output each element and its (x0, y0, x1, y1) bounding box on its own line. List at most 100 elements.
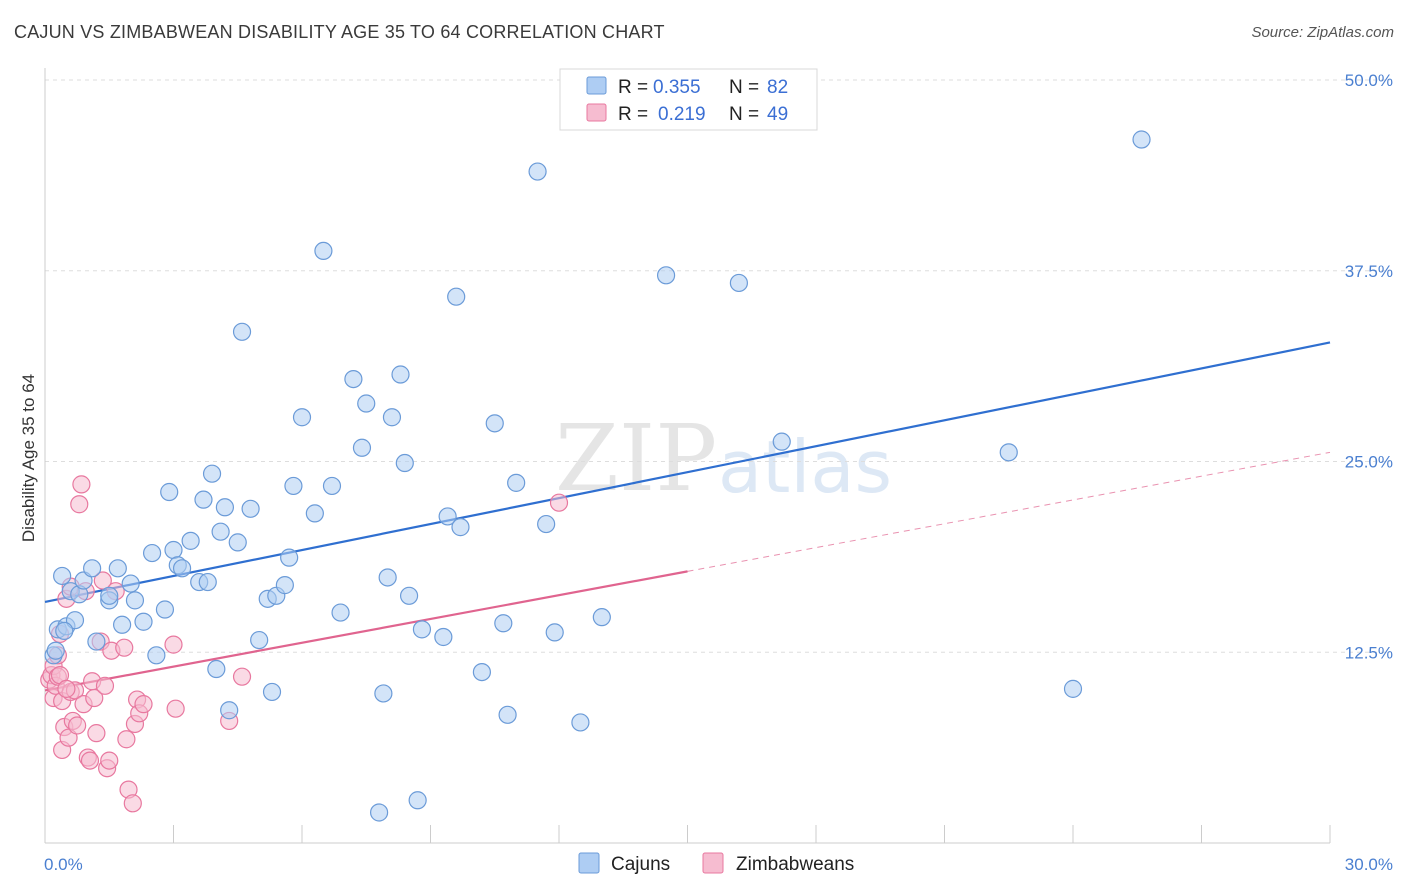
cajuns-point-71 (545, 623, 564, 642)
legend-r-label-2: R = (618, 104, 648, 125)
cajuns-point-14 (121, 574, 140, 593)
cajuns-point-65 (485, 414, 504, 433)
legend-r-value-2: 0.219 (658, 104, 706, 125)
cajuns-point-17 (142, 543, 162, 563)
cajuns-point-75 (729, 273, 749, 293)
y-axis-label: Disability Age 35 to 64 (19, 374, 38, 542)
cajuns-point-69 (528, 162, 547, 181)
legend-r-value-1: 0.355 (653, 77, 701, 98)
trend-line-zimbabweans (44, 570, 688, 692)
chart-title: CAJUN VS ZIMBABWEAN DISABILITY AGE 35 TO… (14, 22, 665, 42)
zimbabweans-points (40, 475, 569, 813)
zimbabweans-point-35 (117, 730, 136, 749)
cajuns-point-74 (656, 266, 676, 285)
cajuns-point-63 (451, 518, 470, 537)
cajuns-point-15 (125, 591, 145, 610)
y-tick-labels: 12.5% 25.0% 37.5% 50.0% (1345, 71, 1393, 662)
zimbabweans-point-42 (166, 699, 185, 718)
cajuns-point-35 (241, 499, 260, 518)
legend-n-value-2: 49 (767, 104, 788, 125)
zimbabweans-point-26 (87, 724, 106, 743)
legend-swatch-cajuns (586, 76, 607, 95)
cajuns-point-78 (1063, 679, 1083, 698)
cajuns-point-54 (382, 408, 402, 427)
zimbabweans-point-19 (72, 475, 91, 494)
cajuns-point-68 (507, 473, 526, 492)
cajuns-point-59 (412, 620, 432, 639)
cajuns-point-67 (498, 705, 517, 724)
cajuns-points (44, 130, 1151, 822)
bottom-legend-cajuns: Cajuns (611, 854, 670, 875)
bottom-legend-swatch-zimbabweans (702, 852, 724, 874)
zimbabweans-point-37 (123, 794, 142, 813)
cajuns-point-53 (378, 568, 397, 587)
cajuns-point-11 (100, 586, 119, 605)
legend-n-label-2: N = (729, 104, 759, 125)
cajuns-point-13 (112, 615, 132, 634)
zimbabweans-point-29 (95, 676, 115, 695)
zimbabweans-point-25 (85, 688, 104, 708)
cajuns-point-31 (215, 498, 234, 517)
cajuns-point-47 (331, 603, 350, 622)
legend-n-value-1: 82 (767, 77, 788, 98)
gridlines (45, 79, 1390, 653)
cajuns-point-50 (357, 394, 376, 413)
bottom-legend-swatch-cajuns (578, 852, 600, 874)
cajuns-point-34 (232, 322, 252, 341)
zimbabweans-point-28 (93, 571, 112, 590)
cajuns-point-46 (322, 476, 342, 496)
cajuns-point-21 (164, 540, 183, 560)
cajuns-point-49 (352, 438, 372, 457)
trend-line-cajuns (44, 341, 1331, 603)
cajuns-point-62 (447, 287, 466, 306)
cajuns-point-28 (202, 464, 222, 483)
cajuns-point-27 (198, 572, 217, 592)
cajuns-point-57 (399, 586, 419, 605)
trend-lines (44, 341, 1331, 692)
cajuns-point-26 (194, 490, 213, 509)
cajuns-point-19 (155, 600, 175, 619)
zimbabweans-point-41 (134, 695, 153, 714)
cajuns-point-36 (250, 630, 269, 650)
trend-line-zimbabweans-extension (687, 451, 1331, 572)
cajuns-point-43 (292, 408, 312, 427)
cajuns-point-38 (262, 682, 282, 702)
cajuns-point-5 (65, 611, 85, 630)
cajuns-point-44 (305, 504, 324, 523)
cajuns-point-23 (172, 559, 192, 578)
cajuns-point-8 (83, 559, 102, 578)
y-tick-label-2: 37.5% (1345, 262, 1393, 281)
cajuns-point-2 (53, 566, 72, 586)
x-tick-label-0: 0.0% (44, 855, 83, 874)
cajuns-point-41 (280, 548, 299, 567)
zimbabweans-point-48 (57, 679, 76, 698)
top-legend: R = 0.355 N = 82 R = 0.219 N = 49 (559, 68, 818, 131)
legend-swatch-zimbabweans (586, 103, 607, 122)
cajuns-point-79 (1132, 130, 1151, 149)
cajuns-point-52 (374, 684, 393, 703)
cajuns-point-12 (108, 559, 127, 578)
cajuns-point-24 (181, 531, 200, 550)
zimbabweans-point-46 (549, 493, 569, 512)
cajuns-point-51 (370, 803, 389, 822)
zimbabweans-point-18 (70, 495, 89, 514)
cajuns-point-70 (537, 514, 556, 534)
bottom-legend-zimbabweans: Zimbabweans (736, 854, 854, 875)
cajuns-point-55 (391, 365, 410, 384)
cajuns-point-32 (220, 701, 239, 720)
cajuns-point-9 (87, 632, 106, 651)
cajuns-point-81 (55, 621, 74, 640)
zimbabweans-point-23 (80, 751, 100, 770)
zimbabweans-point-45 (232, 667, 252, 686)
cajuns-point-80 (46, 641, 65, 660)
source-label: Source: ZipAtlas.com (1251, 24, 1394, 41)
cajuns-point-40 (275, 576, 294, 595)
cajuns-point-56 (395, 453, 414, 473)
x-tick-label-1: 30.0% (1345, 855, 1393, 874)
x-tick-labels: 0.0% 30.0% (44, 855, 1393, 874)
cajuns-point-72 (571, 713, 590, 732)
cajuns-point-76 (772, 432, 791, 451)
watermark-zip: ZIP (555, 405, 717, 512)
cajuns-point-58 (408, 791, 427, 810)
